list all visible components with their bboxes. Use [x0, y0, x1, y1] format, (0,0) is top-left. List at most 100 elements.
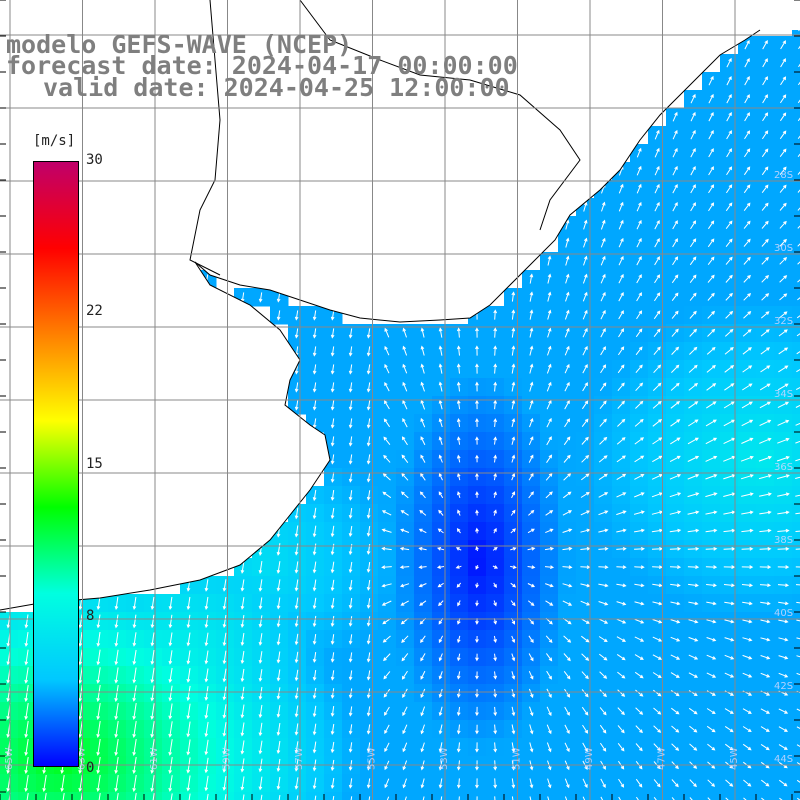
- wind-arrow: [796, 637, 800, 640]
- wind-arrow: [707, 743, 716, 751]
- wind-arrow: [400, 583, 410, 588]
- wind-arrow: [348, 472, 353, 483]
- wind-arrow: [114, 721, 119, 738]
- wind-arrow: [493, 600, 497, 607]
- wind-cell: [792, 486, 800, 505]
- wind-arrow: [672, 129, 678, 140]
- wind-arrow: [204, 614, 209, 629]
- wind-arrow: [740, 474, 754, 480]
- wind-arrow: [276, 310, 281, 321]
- wind-cell: [792, 54, 800, 73]
- wind-arrow: [580, 510, 591, 516]
- wind-arrow: [493, 527, 497, 534]
- wind-arrow: [671, 274, 679, 284]
- wind-arrow: [383, 436, 391, 446]
- wind-arrow: [688, 382, 699, 391]
- wind-arrow: [258, 292, 263, 303]
- wind-arrow: [564, 381, 570, 392]
- wind-arrow: [132, 649, 137, 666]
- wind-arrow: [778, 601, 789, 606]
- wind-arrow: [312, 634, 317, 645]
- wind-arrow: [600, 273, 606, 284]
- wind-arrow: [598, 653, 608, 661]
- wind-arrow: [24, 721, 29, 738]
- wind-arrow: [383, 653, 391, 662]
- wind-arrow: [796, 726, 800, 730]
- wind-arrow: [437, 528, 444, 534]
- wind-arrow: [381, 600, 392, 606]
- wind-arrow: [168, 703, 173, 720]
- wind-arrow: [760, 726, 770, 732]
- wind-arrow: [762, 39, 768, 50]
- wind-arrow: [438, 345, 443, 356]
- wind-arrow: [742, 365, 753, 373]
- wind-arrow: [204, 579, 209, 592]
- wind-arrow: [796, 619, 800, 622]
- wind-arrow: [600, 796, 604, 800]
- wind-arrow: [494, 796, 496, 800]
- wind-arrow: [188, 793, 191, 800]
- wind-arrow: [366, 526, 371, 537]
- wind-arrow: [418, 565, 427, 569]
- wind-arrow: [636, 237, 642, 248]
- wind-cell: [792, 90, 800, 109]
- wind-arrow: [420, 724, 425, 735]
- wind-arrow: [635, 328, 643, 338]
- wind-arrow: [759, 437, 772, 444]
- wind-arrow: [493, 653, 497, 662]
- wind-arrow: [689, 238, 697, 248]
- wind-cell: [792, 594, 800, 613]
- wind-arrow: [457, 472, 461, 481]
- wind-arrow: [510, 509, 516, 516]
- wind-arrow: [776, 474, 790, 480]
- wind-arrow: [420, 399, 426, 410]
- wind-arrow: [672, 238, 678, 248]
- lon-label: 59W: [222, 747, 233, 770]
- wind-arrow: [705, 437, 718, 445]
- wind-arrow: [564, 309, 570, 320]
- lon-label: 49W: [584, 747, 595, 770]
- wind-arrow: [759, 547, 772, 551]
- wind-arrow: [795, 494, 800, 497]
- wind-arrow: [457, 635, 461, 644]
- wind-cell: [468, 792, 487, 800]
- wind-arrow: [294, 669, 299, 682]
- wind-arrow: [796, 779, 800, 783]
- wind-arrow: [493, 399, 498, 410]
- wind-cell: [792, 252, 800, 271]
- wind-cell: [594, 792, 613, 800]
- wind-arrow: [312, 310, 317, 321]
- wind-arrow: [475, 671, 479, 680]
- wind-arrow: [96, 775, 101, 792]
- lat-label: 30S: [774, 243, 793, 254]
- lon-label: 47W: [657, 747, 668, 770]
- wind-arrow: [689, 346, 698, 355]
- wind-arrow: [582, 345, 588, 356]
- wind-arrow: [276, 615, 281, 628]
- wind-arrow: [96, 632, 101, 647]
- wind-arrow: [419, 491, 426, 499]
- wind-arrow: [707, 779, 716, 787]
- wind-arrow: [278, 795, 281, 800]
- wind-arrow: [669, 510, 682, 515]
- wind-arrow: [670, 401, 681, 409]
- wind-arrow: [294, 687, 299, 700]
- wind-arrow: [186, 721, 191, 738]
- wind-arrow: [723, 583, 736, 588]
- wind-arrow: [204, 596, 209, 611]
- wind-arrow: [562, 600, 573, 606]
- wind-arrow: [742, 347, 752, 355]
- wind-arrow: [796, 601, 800, 604]
- wind-arrow: [240, 686, 245, 701]
- wind-arrow: [475, 436, 479, 445]
- wind-arrow: [511, 472, 516, 481]
- wind-arrow: [186, 703, 191, 720]
- wind-arrow: [743, 148, 751, 158]
- wind-cell: [396, 792, 415, 800]
- wind-arrow: [475, 309, 479, 320]
- wind-arrow: [418, 528, 427, 534]
- wind-arrow: [456, 436, 461, 445]
- land-area: [0, 0, 800, 322]
- wind-arrow: [777, 492, 790, 497]
- wind-arrow: [654, 274, 661, 284]
